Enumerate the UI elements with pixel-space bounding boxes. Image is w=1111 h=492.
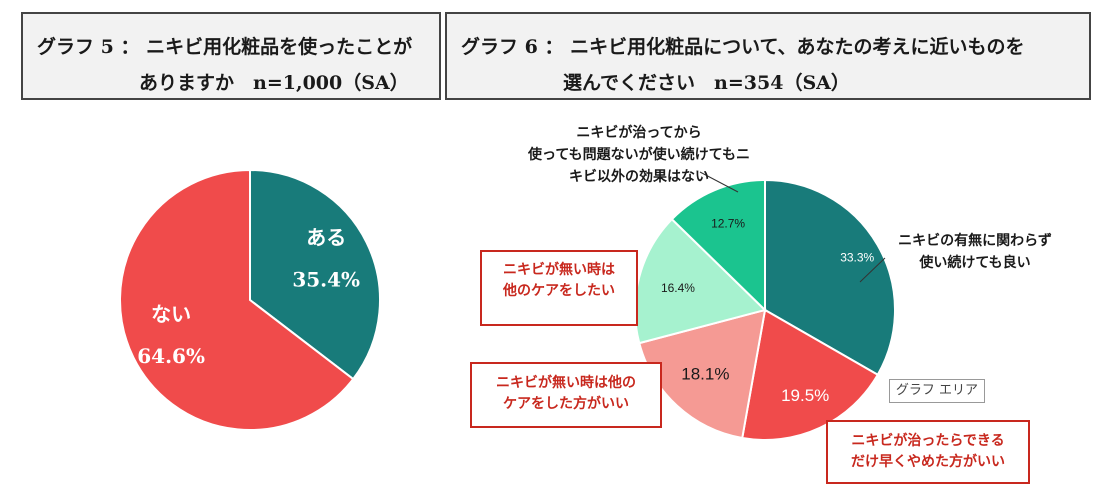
graph5-slice-1 [119,168,355,431]
label-no-care-other-line2: ケアをした方がいい [503,396,629,412]
label-no-care-line1: ニキビが無い時は [503,262,615,278]
graph6-slice-1 [741,308,880,441]
label-stop-asap-line1: ニキビが治ったらできる [851,433,1005,449]
label-no-other-effect-line2: 使っても問題ないが使い続けてもニ [528,147,750,163]
chart-area-tag: グラフ エリア [889,379,985,403]
graph5-title-line2: ありますか n=1,000（SA） [139,72,409,94]
graph6-value-label-0: 33.3% [840,250,874,264]
graph6-slice-3 [634,217,767,345]
graph6-value-label-1: 19.5% [781,386,829,405]
graph5-slice-name-0: ある [306,225,346,249]
leader-line-no-other-effect [699,171,739,193]
label-keep-using-line1: ニキビの有無に関わらず [898,233,1052,249]
label-keep-using-line2: 使い続けても良い [919,255,1031,271]
label-no-care-other-line1: ニキビが無い時は他の [496,375,636,391]
graph5-title-box: グラフ 5 ： ニキビ用化粧品を使ったことが ありますか n=1,000（SA） [21,12,441,100]
graph6-slice-2 [638,308,767,440]
label-stop-asap-line2: だけ早くやめた方がいい [851,454,1005,470]
graph5-slice-0 [249,168,381,381]
graph6-title-line2: 選んでください n=354（SA） [563,72,850,94]
graph6-value-label-2: 18.1% [681,365,729,384]
label-no-other-effect: ニキビが治ってから 使っても問題ないが使い続けてもニ キビ以外の効果はない [500,122,778,188]
graph6-title-line1: グラフ 6 ： ニキビ用化粧品について、あなたの考えに近いものを [461,36,1025,58]
graph5-pie: ある 35.4% ない 64.6% [119,168,381,431]
label-no-care-other: ニキビが無い時は他の ケアをした方がいい [470,362,662,428]
label-no-care-line2: 他のケアをしたい [503,283,615,299]
graph5-value-label-0: 35.4% [292,267,360,291]
graph5-title-line1: グラフ 5 ： ニキビ用化粧品を使ったことが [37,36,413,58]
graph5-slice-name-1: ない [151,302,191,326]
graph6-title-box: グラフ 6 ： ニキビ用化粧品について、あなたの考えに近いものを 選んでください… [445,12,1091,100]
label-no-care: ニキビが無い時は 他のケアをしたい [480,250,638,326]
graph6-slice-4 [670,178,766,313]
label-no-other-effect-line1: ニキビが治ってから [576,125,702,141]
label-stop-asap: ニキビが治ったらできる だけ早くやめた方がいい [826,420,1030,484]
graph6-pie: 33.3% 19.5% 18.1% 16.4% 12.7% [634,178,896,441]
graph6-slice-0 [764,178,896,377]
graph5-value-label-1: 64.6% [137,344,205,368]
label-keep-using: ニキビの有無に関わらず 使い続けても良い [880,230,1070,274]
graph6-value-label-3: 16.4% [661,281,695,295]
label-no-other-effect-line3: キビ以外の効果はない [569,169,709,185]
graph6-value-label-4: 12.7% [711,216,745,230]
leader-line-keep-using [859,257,886,283]
